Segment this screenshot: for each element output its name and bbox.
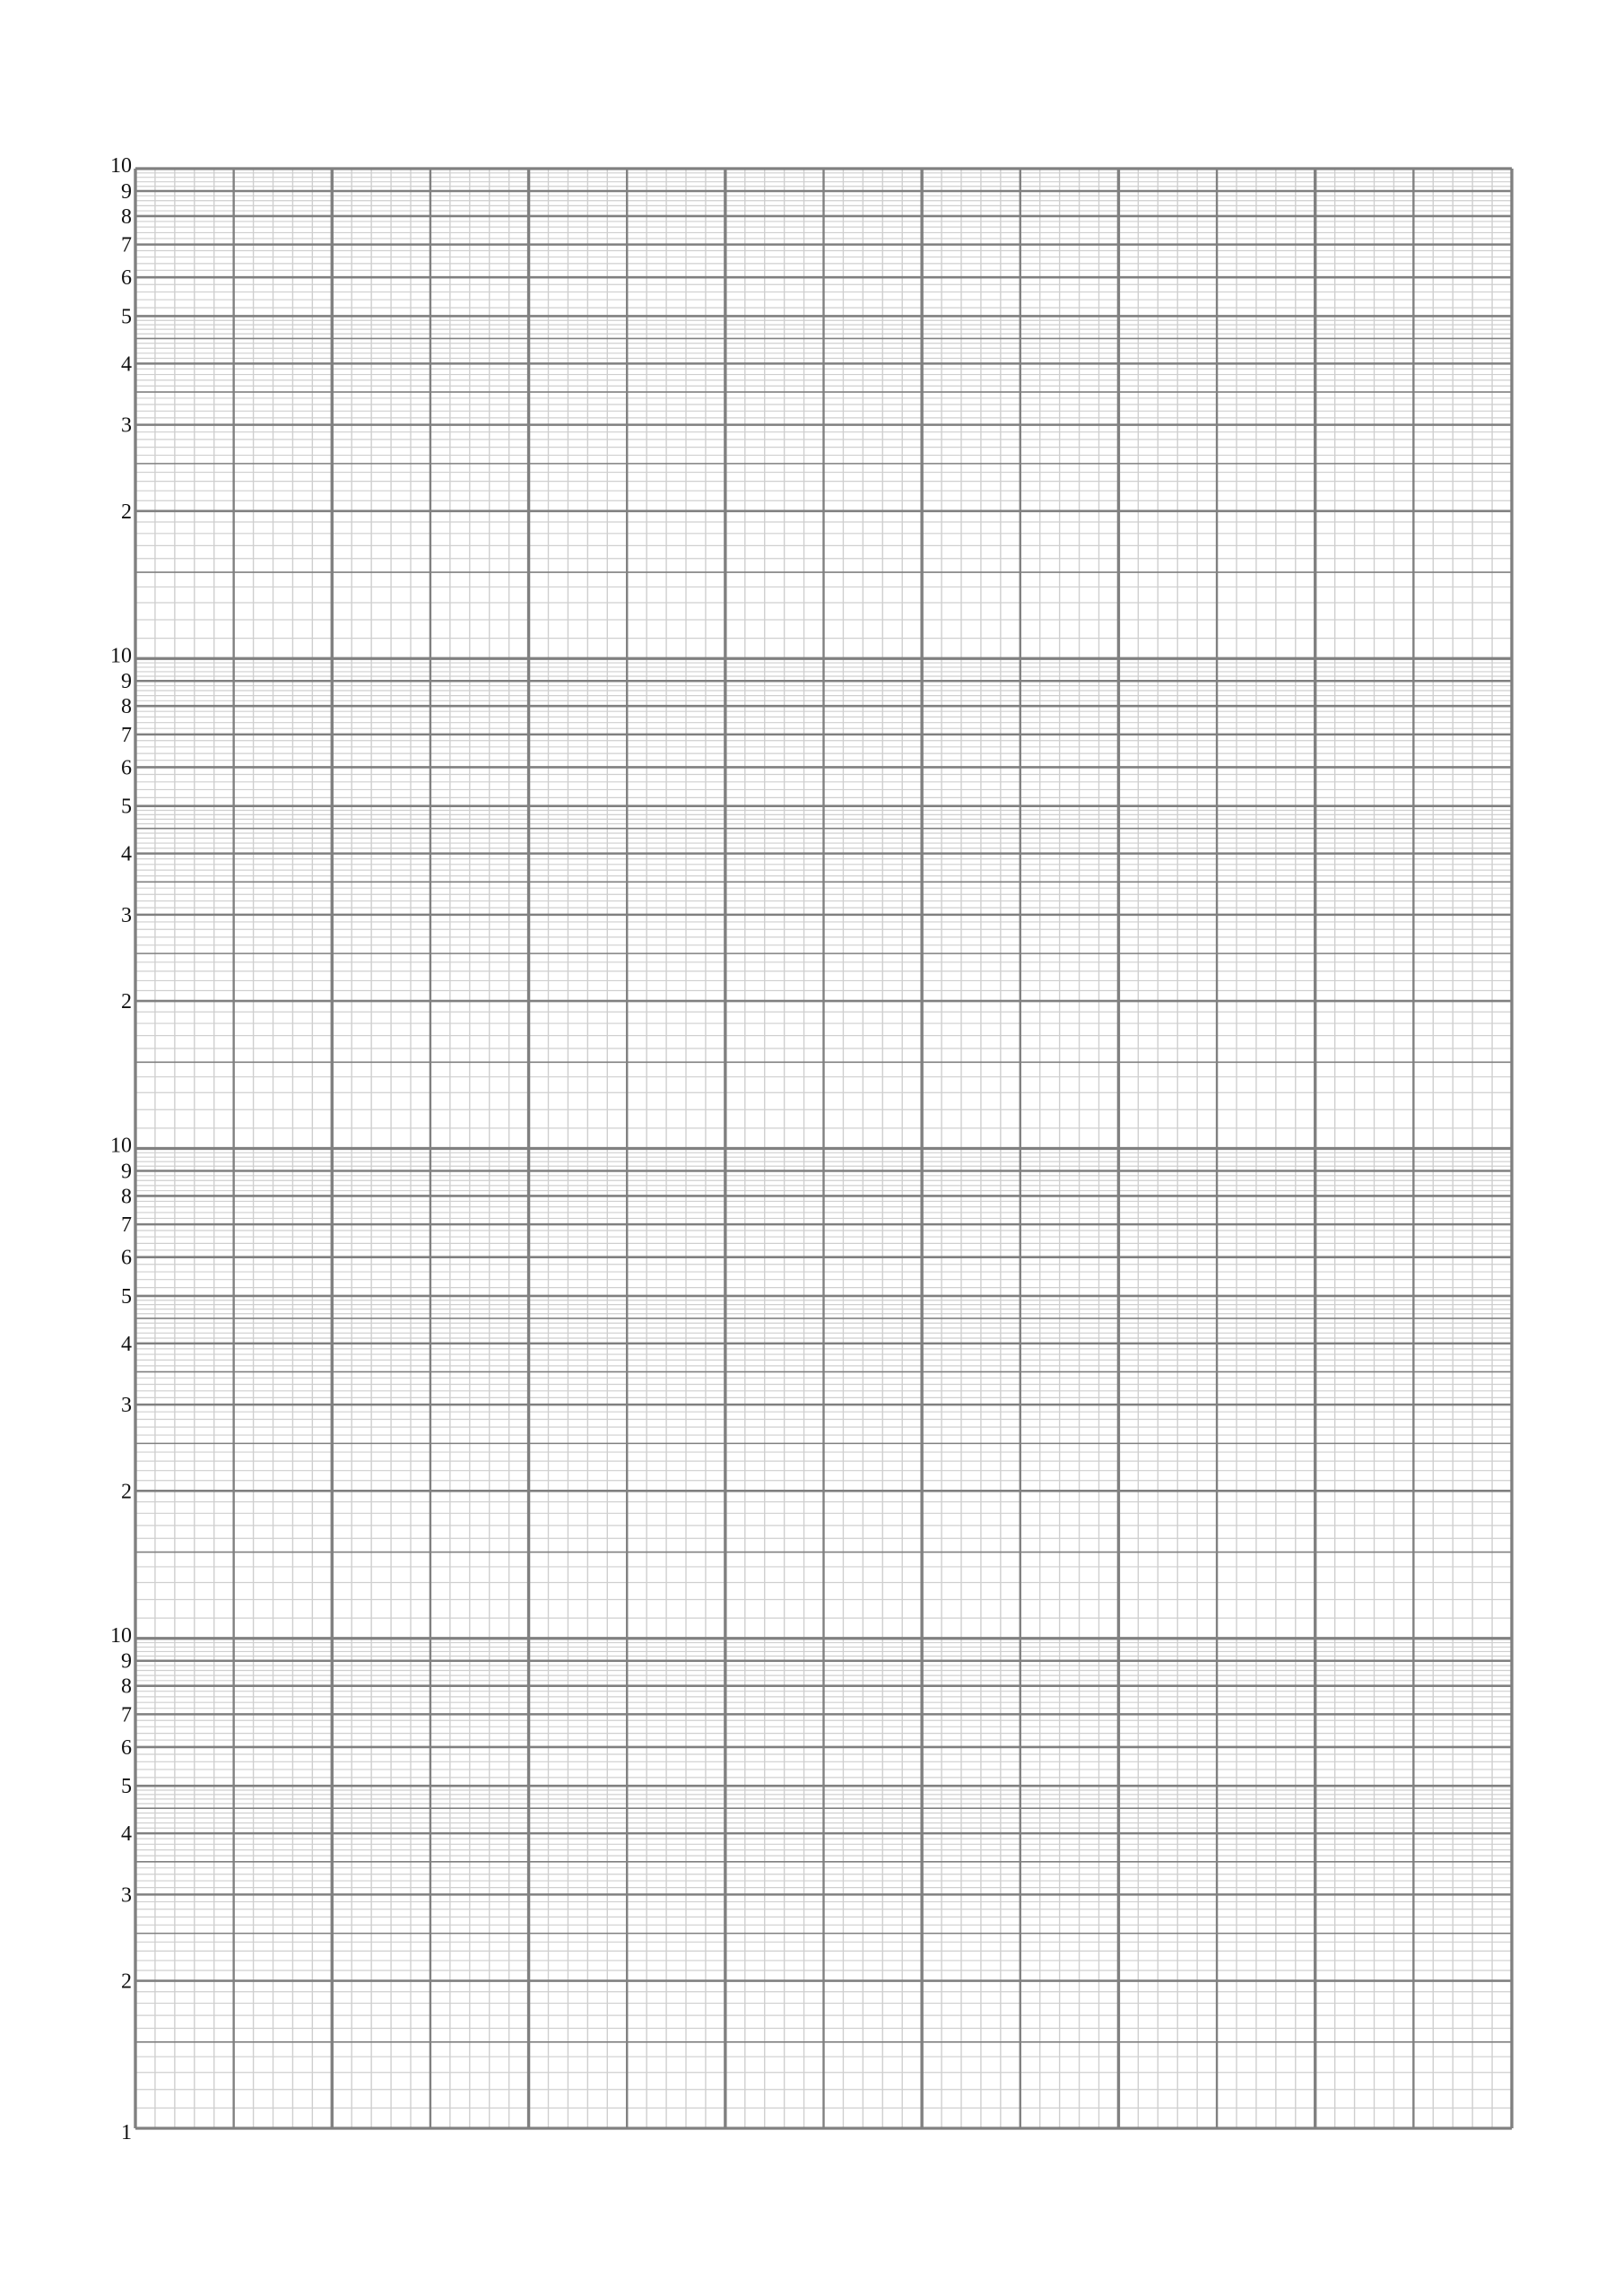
y-tick-label: 5	[121, 796, 132, 819]
y-tick-label: 6	[121, 1247, 132, 1270]
y-tick-label: 7	[121, 234, 132, 257]
y-tick-label: 4	[121, 1822, 132, 1846]
y-tick-label: 4	[121, 352, 132, 376]
y-tick-label: 3	[121, 414, 132, 438]
y-tick-label: 7	[121, 724, 132, 747]
y-tick-label: 8	[121, 695, 132, 718]
y-tick-label: 10	[110, 1624, 132, 1648]
y-tick-label: 7	[121, 1703, 132, 1726]
y-tick-label: 6	[121, 756, 132, 779]
y-tick-label: 5	[121, 1285, 132, 1309]
y-tick-label: 10	[110, 154, 132, 178]
y-tick-label: 8	[121, 1675, 132, 1699]
y-tick-label: 6	[121, 1736, 132, 1760]
y-tick-label: 5	[121, 1775, 132, 1798]
y-tick-label: 7	[121, 1213, 132, 1237]
y-tick-label: 4	[121, 1333, 132, 1356]
y-tick-label: 4	[121, 843, 132, 866]
y-tick-label: 10	[110, 644, 132, 667]
y-tick-label: 3	[121, 1883, 132, 1907]
y-tick-label: 9	[121, 670, 132, 693]
y-tick-label: 3	[121, 904, 132, 927]
y-tick-label: 2	[121, 990, 132, 1013]
y-tick-label: 1	[121, 2121, 132, 2144]
y-tick-label: 8	[121, 1185, 132, 1208]
y-tick-label: 2	[121, 1480, 132, 1503]
y-tick-label: 3	[121, 1394, 132, 1417]
y-tick-label: 2	[121, 500, 132, 524]
y-tick-label: 9	[121, 1650, 132, 1674]
y-tick-label: 8	[121, 205, 132, 229]
y-tick-label: 9	[121, 180, 132, 204]
y-tick-label: 9	[121, 1160, 132, 1183]
y-tick-label: 6	[121, 266, 132, 290]
y-tick-label: 10	[110, 1135, 132, 1158]
y-tick-label: 5	[121, 305, 132, 328]
y-tick-label: 2	[121, 1970, 132, 1994]
